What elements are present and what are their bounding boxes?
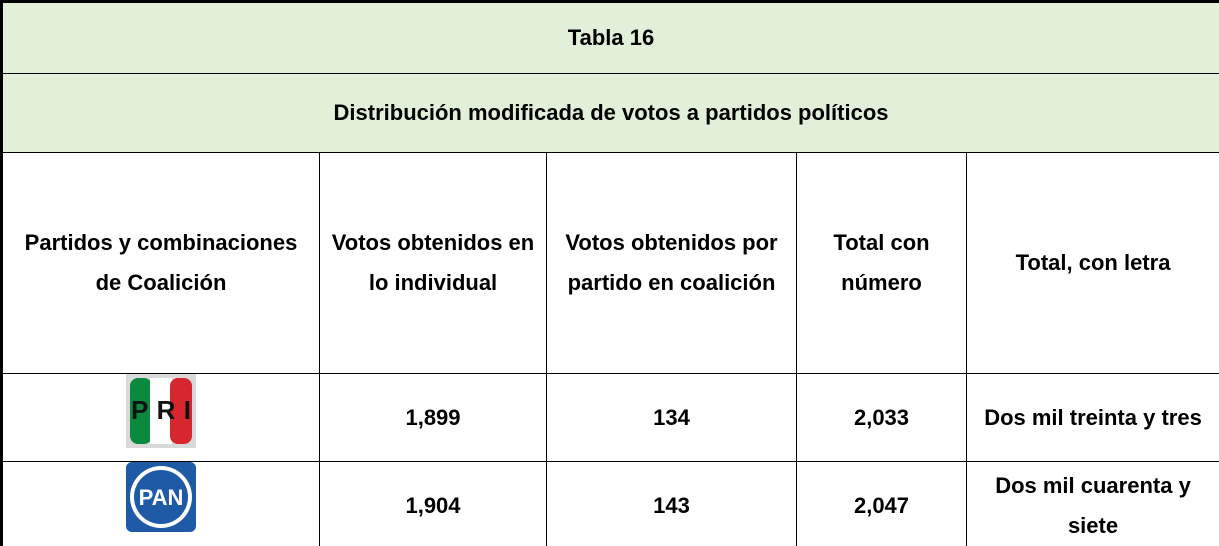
party-logo: PRI — [126, 374, 196, 448]
data-cell: Dos mil cuarenta y siete — [965, 461, 1219, 546]
logo-cell: PRI — [1, 373, 320, 462]
logo-red — [170, 378, 192, 444]
header-cell: Votos obtenidos en lo individual — [319, 152, 547, 374]
logo-text: PAN — [139, 485, 184, 510]
data-cell: 134 — [546, 373, 797, 462]
data-row: PRI 1,899 134 2,033 Dos mil treinta y tres — [1, 373, 1219, 462]
table-title: Tabla 16 — [0, 1, 1219, 74]
header-cell: Total con número — [796, 152, 967, 374]
logo-white — [150, 378, 172, 444]
title-row: Tabla 16 — [0, 1, 1219, 74]
table-subtitle: Distribución modificada de votos a parti… — [0, 73, 1219, 153]
header-row: Partidos y combinaciones de Coalición Vot… — [1, 152, 1219, 374]
header-cell: Partidos y combinaciones de Coalición — [1, 152, 320, 374]
logo-green — [130, 378, 152, 444]
header-cell: Votos obtenidos por partido en coalición — [546, 152, 797, 374]
logo-circle — [134, 470, 188, 524]
logo-cell: PAN — [1, 461, 320, 546]
subtitle-row: Distribución modificada de votos a parti… — [0, 73, 1219, 153]
data-cell: Dos mil treinta y tres — [965, 373, 1219, 462]
party-logo: PAN — [126, 462, 196, 532]
data-row: PAN 1,904 143 2,047 Dos mil cuarenta y siete — [1, 461, 1219, 546]
data-cell: 143 — [546, 461, 797, 546]
data-cell: 1,899 — [319, 373, 547, 462]
header-cell: Total, con letra — [965, 152, 1219, 374]
data-cell: 1,904 — [319, 461, 547, 546]
data-cell: 2,047 — [796, 461, 967, 546]
data-cell: 2,033 — [796, 373, 967, 462]
